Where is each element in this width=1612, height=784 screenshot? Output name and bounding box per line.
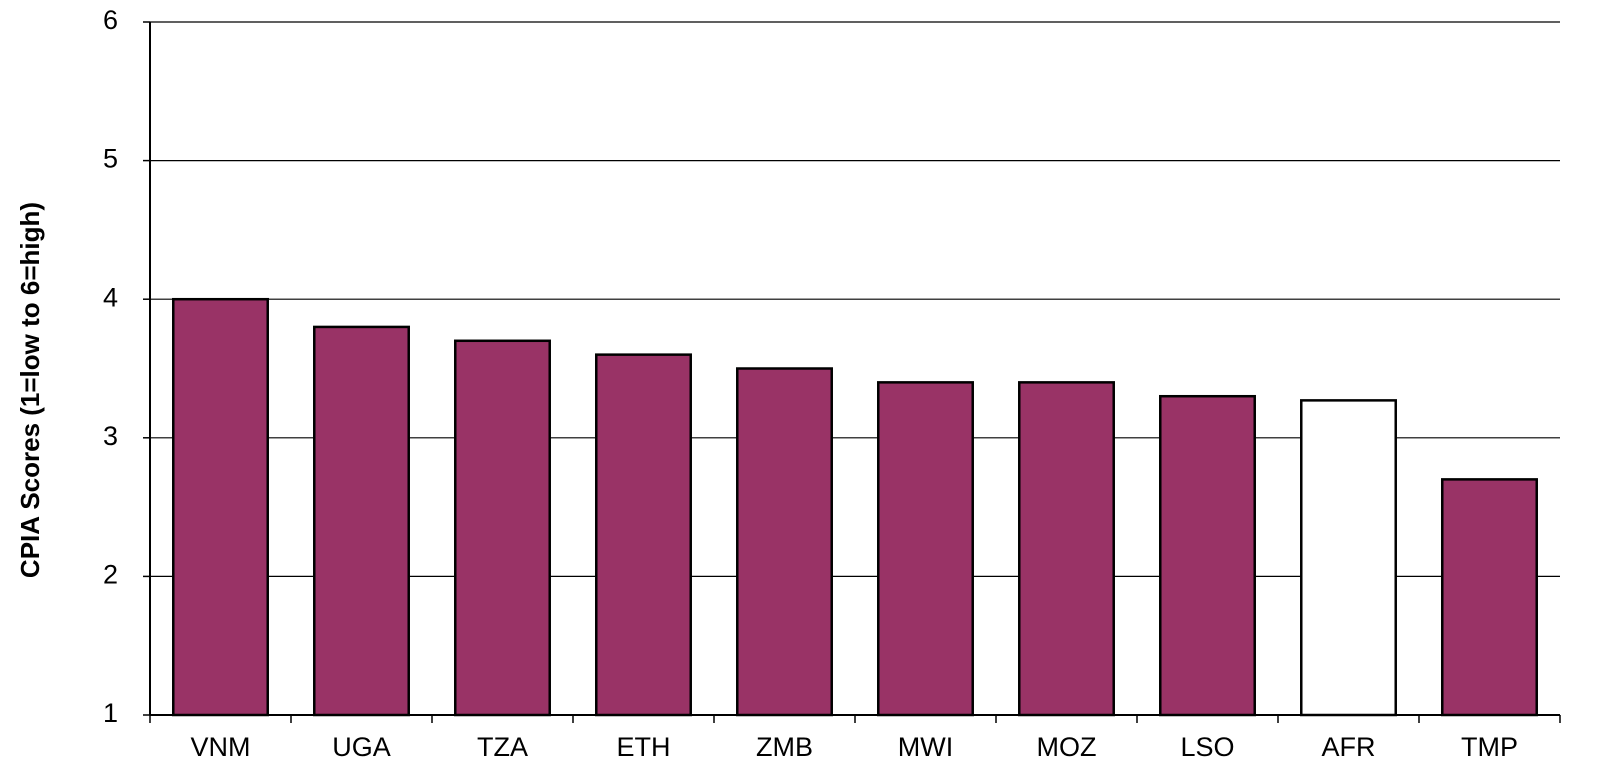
y-tick-label: 5: [103, 144, 118, 174]
y-tick-label: 1: [103, 698, 118, 728]
bar: [1159, 394, 1256, 717]
x-tick-label: LSO: [1180, 732, 1234, 762]
x-tick-label: MOZ: [1037, 732, 1097, 762]
x-tick-label: AFR: [1322, 732, 1376, 762]
bar: [454, 339, 551, 717]
bar: [736, 367, 833, 717]
y-axis-label: CPIA Scores (1=low to 6=high): [15, 202, 45, 578]
bar: [595, 353, 692, 717]
x-tick-label: TMP: [1461, 732, 1518, 762]
x-tick-label: UGA: [332, 732, 391, 762]
x-tick-label: VNM: [191, 732, 251, 762]
y-tick-label: 2: [103, 560, 118, 590]
bar: [172, 297, 269, 717]
bar: [1300, 399, 1397, 717]
x-tick-label: TZA: [477, 732, 528, 762]
bar: [1441, 478, 1538, 717]
x-tick-label: MWI: [898, 732, 953, 762]
x-tick-label: ETH: [617, 732, 671, 762]
bar: [1018, 381, 1115, 717]
y-tick-label: 6: [103, 5, 118, 35]
bar: [877, 381, 974, 717]
bar: [313, 325, 410, 717]
x-tick-label: ZMB: [756, 732, 813, 762]
y-tick-label: 3: [103, 421, 118, 451]
y-tick-label: 4: [103, 282, 118, 312]
